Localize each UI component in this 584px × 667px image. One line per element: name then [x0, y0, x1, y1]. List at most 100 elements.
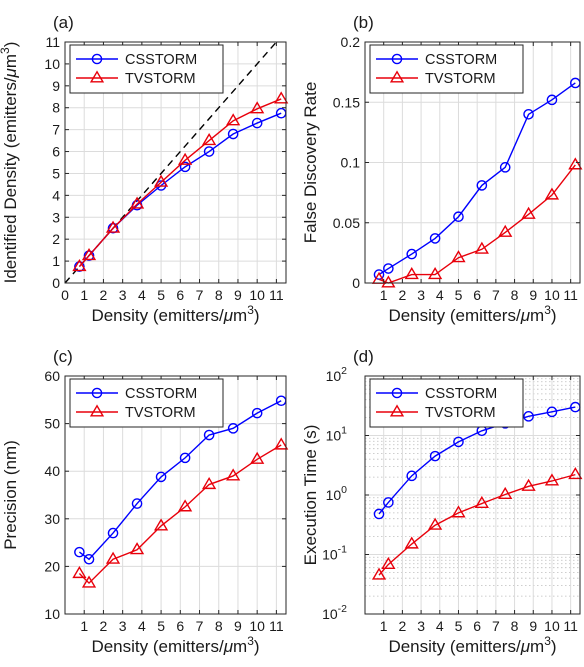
data-point	[451, 250, 466, 263]
tick-label-y: 10-2	[322, 603, 347, 622]
legend-marker	[89, 70, 105, 83]
tick-label-y: 4	[52, 187, 60, 203]
legend-marker	[389, 70, 405, 83]
series-line	[378, 82, 576, 276]
data-point	[429, 450, 441, 462]
data-point	[453, 211, 464, 223]
tick-label-y: 0	[52, 275, 60, 291]
tick-label-y: 101	[326, 425, 348, 444]
tick-label-x: 9	[529, 618, 537, 634]
data-point	[383, 497, 394, 508]
series-line	[378, 406, 576, 515]
tick-label-x: 11	[563, 287, 578, 303]
tick-label-x: 3	[417, 618, 425, 634]
tick-label-y: 10	[44, 56, 60, 72]
tick-label-x: 7	[492, 618, 500, 634]
legend-marker	[389, 404, 405, 417]
data-point	[406, 470, 418, 482]
tick-label-x: 1	[80, 287, 88, 303]
data-point	[474, 495, 489, 509]
data-point	[107, 222, 119, 234]
data-point	[153, 174, 169, 187]
data-point	[72, 565, 87, 579]
legend-entry: CSSTORM	[425, 386, 497, 402]
ticks: 1 2 3 4 5 6 7 8 9 10 11 0 0.05 0.1 0.15 0.2	[333, 34, 580, 303]
data-point	[226, 113, 241, 126]
tick-label-y: 100	[326, 484, 348, 503]
x-axis-label: Density (emitters/μm3)	[388, 303, 556, 325]
data-point	[373, 508, 385, 520]
data-point	[129, 196, 145, 209]
tick-label-y: 102	[326, 365, 348, 384]
data-point	[226, 468, 241, 481]
tick-label-x: 1	[380, 618, 388, 634]
data-point	[251, 117, 263, 129]
tick-label-x: 11	[269, 618, 284, 634]
data-point	[131, 498, 143, 509]
y-axis-label: False Discovery Rate	[301, 82, 320, 244]
data-point	[177, 499, 193, 512]
data-point	[521, 206, 536, 219]
data-point	[427, 266, 443, 280]
tick-label-x: 2	[398, 287, 406, 303]
y-axis-label: Execution Time (s)	[301, 425, 320, 566]
tick-label-x: 6	[176, 287, 184, 303]
legend-entry: CSSTORM	[125, 386, 197, 402]
series-line	[78, 400, 282, 561]
data-point	[523, 411, 534, 422]
data-point	[476, 180, 488, 191]
data-point	[250, 451, 265, 464]
data-point	[498, 486, 513, 500]
series-line	[378, 473, 576, 576]
tick-label-x: 9	[234, 287, 242, 303]
legend-marker	[91, 53, 103, 65]
tick-label-x: 6	[473, 618, 481, 634]
grid	[365, 375, 580, 615]
series-tvstorm	[371, 467, 583, 580]
tick-label-x: 4	[436, 618, 444, 634]
tick-label-y: 11	[45, 34, 60, 50]
legend-box	[69, 378, 224, 428]
legend: CSSTORM TVSTORM	[69, 378, 224, 428]
series-csstorm	[373, 401, 581, 520]
data-point	[404, 536, 419, 549]
x-axis-label: Density (emitters/μm3)	[388, 634, 556, 656]
legend-box	[369, 378, 524, 428]
y-axis-label: Precision (nm)	[1, 440, 20, 550]
data-point	[406, 248, 418, 260]
series-tvstorm	[371, 157, 583, 288]
data-point	[83, 553, 95, 565]
data-point	[83, 250, 95, 261]
data-point	[429, 233, 441, 244]
tick-label-y: 6	[52, 144, 60, 160]
series-tvstorm	[72, 437, 289, 588]
data-point	[177, 152, 193, 165]
tick-label-x: 4	[138, 618, 146, 634]
tick-label-x: 6	[176, 618, 184, 634]
data-point	[203, 429, 215, 441]
data-point	[373, 269, 385, 280]
tick-label-x: 3	[417, 287, 425, 303]
ticks: 1 2 3 4 5 6 7 8 9 10 11 10-2 10-1 100 101 102	[322, 365, 580, 634]
chart-panel-b: 1 2 3 4 5 6 7 8 9 10 11 0 0.05 0.1 0.15 0.2 (b) Density (…	[301, 13, 583, 325]
panel-label: (c)	[53, 347, 73, 366]
tick-label-x: 4	[138, 287, 146, 303]
data-point	[381, 275, 396, 288]
series-line	[78, 98, 282, 268]
tick-label-y: 0	[352, 275, 360, 291]
data-point	[202, 476, 217, 490]
tick-label-x: 7	[196, 287, 204, 303]
series-line	[78, 444, 282, 585]
legend-box	[69, 44, 224, 94]
tick-label-x: 9	[529, 287, 537, 303]
series-csstorm	[373, 77, 581, 280]
legend-marker	[89, 404, 105, 417]
tick-label-y: 0.15	[333, 94, 360, 110]
data-point	[250, 101, 265, 114]
data-point	[521, 478, 536, 491]
data-point	[179, 452, 191, 464]
data-point	[451, 505, 466, 518]
tick-label-x: 9	[234, 618, 242, 634]
legend-marker	[91, 387, 103, 399]
